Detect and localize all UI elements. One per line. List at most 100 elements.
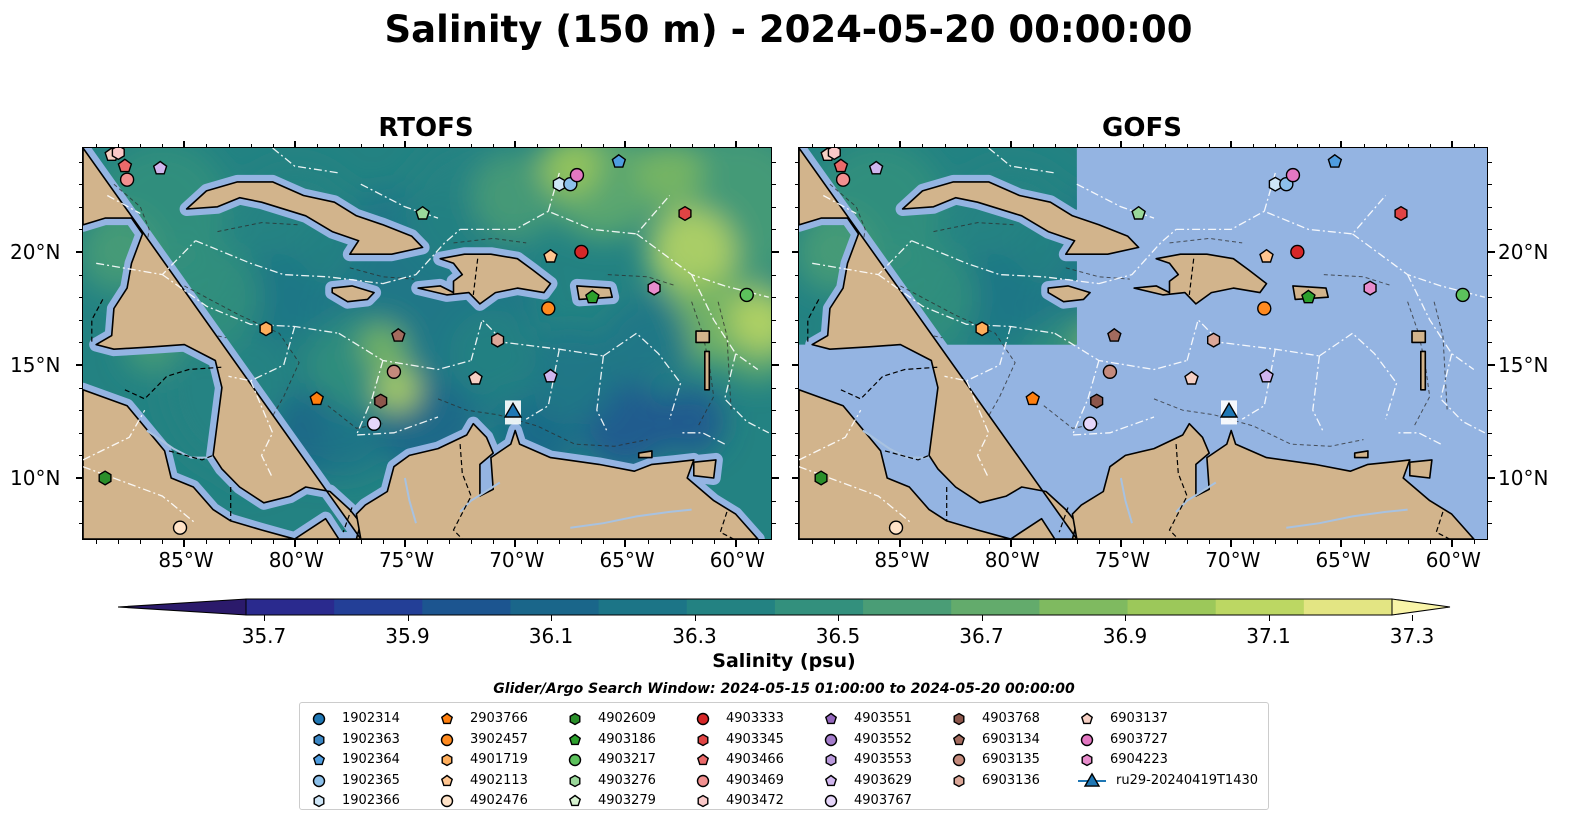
- minor-tick: [316, 540, 318, 544]
- minor-tick: [1341, 540, 1343, 544]
- legend-label: 1902364: [342, 752, 400, 767]
- minor-tick: [834, 540, 836, 544]
- marker-4903217: [1455, 287, 1470, 303]
- colorbar-tick-label: 35.7: [241, 624, 287, 648]
- marker-4903345: [1394, 205, 1408, 222]
- minor-tick: [1488, 297, 1492, 299]
- minor-tick: [772, 319, 776, 321]
- minor-tick: [184, 540, 186, 544]
- minor-tick: [772, 229, 776, 231]
- panel-title-gofs: GOFS: [1102, 113, 1182, 143]
- minor-tick: [795, 455, 799, 457]
- colorbar-segment: [863, 599, 952, 615]
- minor-tick: [795, 229, 799, 231]
- minor-tick: [772, 523, 776, 525]
- minor-tick: [878, 540, 880, 544]
- lon-tick-label: 85°W: [158, 548, 214, 572]
- marker-4903279: [415, 205, 430, 220]
- rivers: [862, 429, 1408, 529]
- colorbar-tick-label: 36.5: [815, 624, 861, 648]
- legend-marker-pentagon: [696, 753, 710, 766]
- marker-4903767: [1082, 416, 1098, 431]
- legend-label: 4903279: [598, 793, 656, 808]
- minor-tick: [1363, 144, 1365, 148]
- minor-tick: [79, 477, 83, 479]
- lon-tick-label: 60°W: [1425, 548, 1481, 572]
- land-cuba: [185, 181, 424, 255]
- marker-4903767: [366, 416, 382, 431]
- legend-marker-hexagon: [825, 753, 837, 767]
- marker-6904223: [1363, 280, 1377, 296]
- lon-tick-label: 65°W: [1315, 548, 1371, 572]
- marker-4903469: [119, 172, 135, 187]
- marker-6903135: [1102, 364, 1118, 379]
- marker-4902113: [1259, 248, 1274, 263]
- marker-4902476: [888, 520, 904, 535]
- marker-4903466: [117, 158, 133, 173]
- minor-tick: [1098, 540, 1100, 544]
- minor-tick: [878, 144, 880, 148]
- minor-tick: [1451, 540, 1453, 544]
- colorbar-tick-label: 36.3: [672, 624, 717, 648]
- minor-tick: [79, 184, 83, 186]
- minor-tick: [1451, 144, 1453, 148]
- legend-marker-circle: [440, 733, 454, 746]
- colorbar-tick: [1268, 615, 1270, 621]
- minor-tick: [772, 342, 776, 344]
- marker-ru29-20240419T1430: [1219, 401, 1239, 418]
- legend-marker-circle: [312, 774, 326, 787]
- minor-tick: [603, 144, 605, 148]
- minor-tick: [118, 540, 120, 544]
- legend-marker-glider: [1083, 771, 1101, 787]
- minor-tick: [1165, 144, 1167, 148]
- minor-tick: [772, 184, 776, 186]
- colorbar-segment: [510, 599, 600, 615]
- legend-label: 4903552: [854, 731, 912, 747]
- legend-label: 4903629: [854, 772, 912, 788]
- legend-label: 4903551: [854, 711, 912, 726]
- land-hispaniola: [1133, 253, 1268, 305]
- legend-label: 4903276: [598, 772, 656, 788]
- minor-tick: [1488, 206, 1492, 208]
- colorbar-extend-high: [1391, 598, 1451, 616]
- marker-4903217: [739, 287, 754, 303]
- marker-4902476: [172, 520, 188, 535]
- land-jamaica: [331, 285, 375, 303]
- minor-tick: [96, 540, 98, 544]
- lon-tick-label: 85°W: [874, 548, 930, 572]
- minor-tick: [162, 540, 164, 544]
- minor-tick: [316, 144, 318, 148]
- land-hispaniola: [417, 253, 552, 305]
- minor-tick: [79, 319, 83, 321]
- minor-tick: [581, 144, 583, 148]
- marker-6903134: [1107, 327, 1122, 342]
- legend-label: 4903767: [854, 793, 912, 808]
- minor-tick: [96, 144, 98, 148]
- marker-4903186: [1301, 289, 1316, 304]
- minor-tick: [1341, 144, 1343, 148]
- colorbar-tick: [264, 615, 265, 621]
- minor-tick: [1209, 540, 1211, 544]
- minor-tick: [79, 387, 83, 389]
- legend-marker-pentagon: [952, 733, 966, 745]
- minor-tick: [162, 144, 164, 148]
- legend-label: 4902609: [598, 711, 656, 726]
- land-southAmerica: [1071, 422, 1475, 539]
- marker-6903136: [491, 332, 505, 348]
- minor-tick: [772, 455, 776, 457]
- minor-tick: [1010, 144, 1012, 148]
- minor-tick: [1363, 540, 1365, 544]
- marker-6903727: [1285, 167, 1301, 183]
- legend-label: 4903217: [598, 752, 656, 767]
- colorbar-tick: [694, 615, 696, 621]
- minor-tick: [1488, 184, 1492, 186]
- legend-label: 4901719: [470, 752, 528, 767]
- minor-tick: [1076, 540, 1078, 544]
- land-cuba: [901, 181, 1140, 255]
- legend-marker-circle: [696, 712, 710, 726]
- colorbar-tick: [1125, 615, 1126, 621]
- marker-4903472: [827, 148, 841, 161]
- minor-tick: [1253, 540, 1255, 544]
- marker-1902364: [611, 153, 627, 168]
- minor-tick: [1407, 540, 1409, 544]
